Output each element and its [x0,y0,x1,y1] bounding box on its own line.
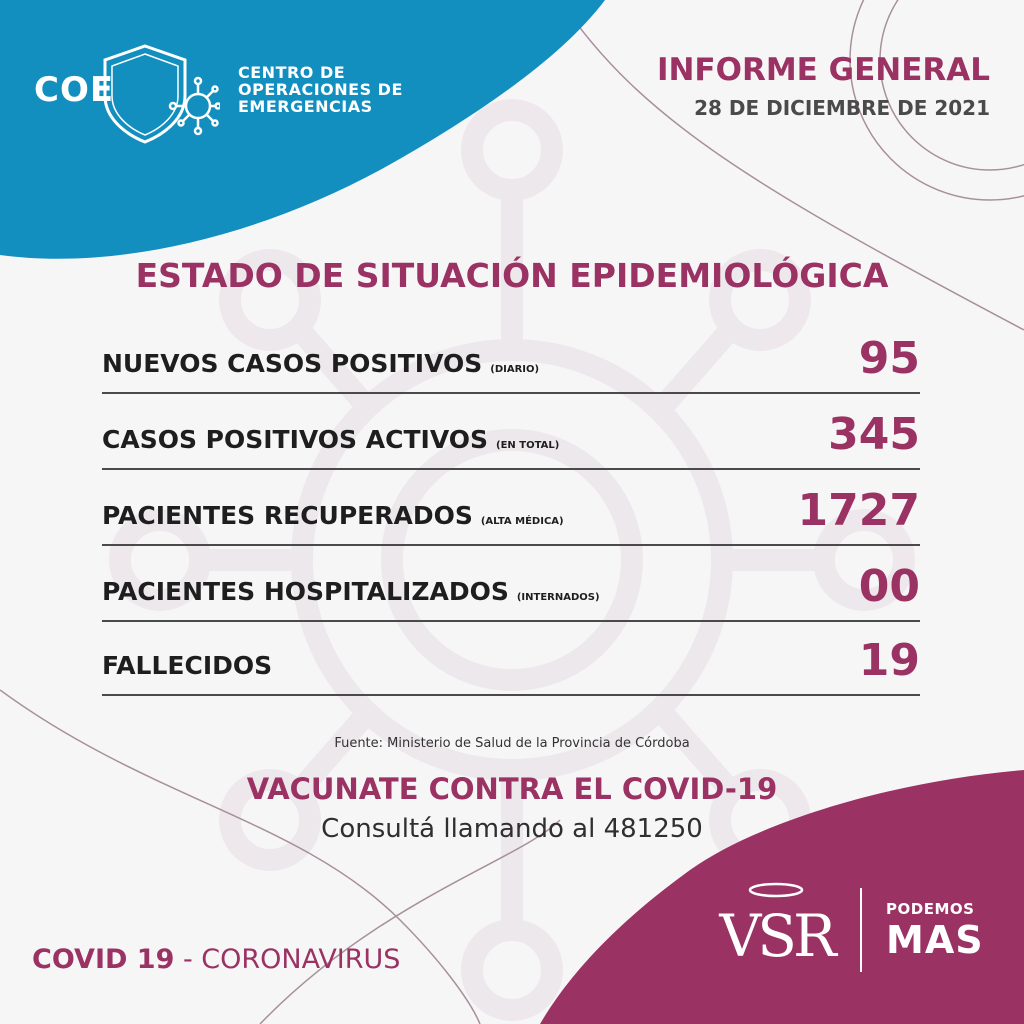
podemos-label: PODEMOS [886,900,975,918]
stat-row-new-cases: NUEVOS CASOS POSITIVOS (DIARIO) 95 [102,318,920,394]
stat-row-active-cases: CASOS POSITIVOS ACTIVOS (EN TOTAL) 345 [102,394,920,470]
stat-value: 19 [858,635,920,686]
stat-label-main: CASOS POSITIVOS ACTIVOS [102,425,488,454]
coe-organization-name: CENTRO DE OPERACIONES DE EMERGENCIAS [238,64,403,115]
coe-shield-logo [103,44,220,144]
report-title: INFORME GENERAL [656,52,990,88]
stat-value: 1727 [797,485,920,536]
mas-label: MAS [886,918,984,962]
stat-row-deceased: FALLECIDOS 19 [102,622,920,696]
footer-covid-label: COVID 19 - CORONAVIRUS [32,944,400,975]
stat-value: 95 [858,333,920,384]
report-date: 28 DE DICIEMBRE DE 2021 [694,96,990,120]
coe-name-line: CENTRO DE [238,63,346,82]
stat-label-main: PACIENTES RECUPERADOS [102,501,473,530]
vsr-logo: VSR [718,882,842,970]
stat-label-main: FALLECIDOS [102,651,273,680]
vaccine-title: VACUNATE CONTRA EL COVID-19 [246,772,778,806]
stat-label-note: (EN TOTAL) [496,440,560,451]
coe-name-line: OPERACIONES DE [238,80,403,99]
stats-table: NUEVOS CASOS POSITIVOS (DIARIO) 95 CASOS … [102,318,920,696]
stat-value: 00 [858,561,920,612]
stat-label-main: PACIENTES HOSPITALIZADOS [102,577,509,606]
stat-label: CASOS POSITIVOS ACTIVOS (EN TOTAL) [102,425,559,454]
stat-label: PACIENTES HOSPITALIZADOS (INTERNADOS) [102,577,600,606]
source-note: Fuente: Ministerio de Salud de la Provin… [334,736,690,751]
stat-label-note: (DIARIO) [490,364,540,375]
brand-divider [860,888,862,972]
stat-label: NUEVOS CASOS POSITIVOS (DIARIO) [102,349,539,378]
virus-icon [168,76,220,136]
coe-name-line: EMERGENCIAS [238,97,373,116]
stat-label: PACIENTES RECUPERADOS (ALTA MÉDICA) [102,501,564,530]
footer-covid-bold: COVID 19 [32,944,175,975]
coe-logo-text: COE [34,70,115,110]
stat-row-hospitalized: PACIENTES HOSPITALIZADOS (INTERNADOS) 00 [102,546,920,622]
stat-value: 345 [828,409,920,460]
stat-label-main: NUEVOS CASOS POSITIVOS [102,349,483,378]
footer-covid-rest: - CORONAVIRUS [174,944,401,975]
blue-corner-shape [0,0,605,259]
vsr-logo-text: VSR [718,902,839,970]
stat-label: FALLECIDOS [102,651,280,680]
stat-label-note: (ALTA MÉDICA) [480,516,564,527]
vaccine-phone: Consultá llamando al 481250 [321,814,703,844]
stat-row-recovered: PACIENTES RECUPERADOS (ALTA MÉDICA) 1727 [102,470,920,546]
stat-label-note: (INTERNADOS) [516,592,600,603]
section-title: ESTADO DE SITUACIÓN EPIDEMIOLÓGICA [135,256,889,295]
